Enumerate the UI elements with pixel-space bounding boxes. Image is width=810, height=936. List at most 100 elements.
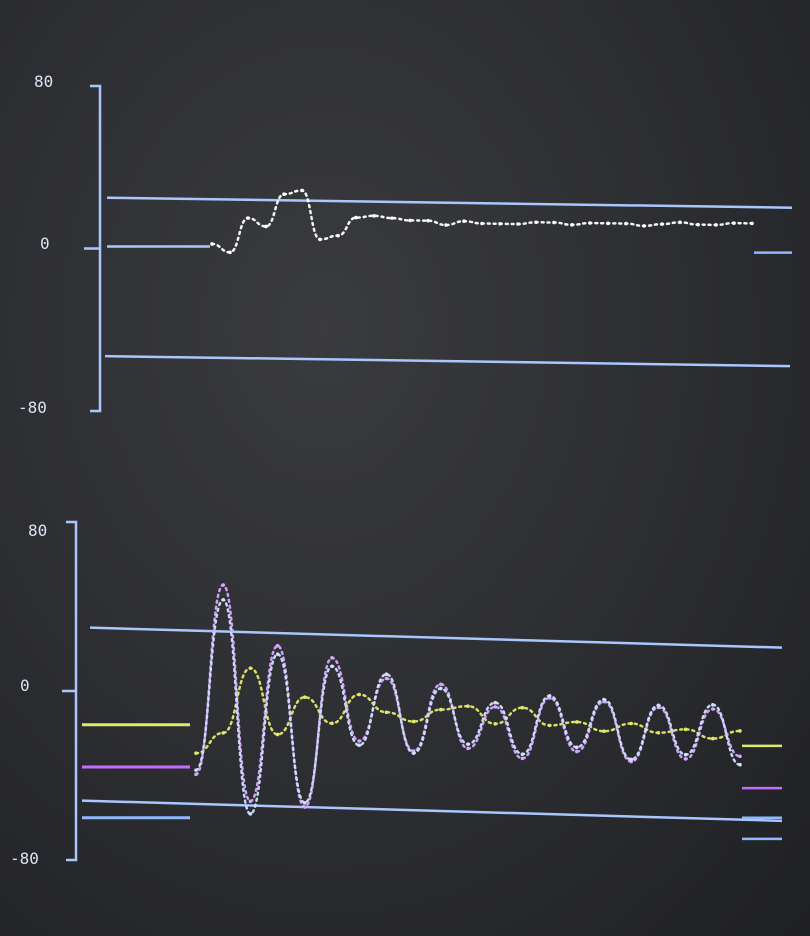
bottom-reference-line-2 [81, 799, 783, 823]
top-series-1-point [498, 221, 502, 226]
top-reference-line-2 [104, 354, 791, 368]
top-y-tick-80: 80 [34, 72, 53, 91]
bottom-series-1-point [439, 707, 443, 712]
top-series-1-point [480, 221, 484, 226]
bottom-series-3-point [711, 702, 715, 707]
bottom-series-3-point [411, 751, 416, 755]
bottom-series-2-point [493, 705, 498, 709]
bottom-series-1-point [683, 727, 688, 732]
top-series-1-point [228, 250, 232, 255]
top-series-1-point [516, 222, 520, 226]
top-series-1-point [606, 221, 610, 226]
bottom-series-3-point [466, 742, 470, 746]
bottom-series-2-trace [194, 583, 742, 809]
bottom-series-2-point [711, 707, 715, 711]
top-reference-line-1 [106, 196, 793, 209]
top-series-1-point [534, 220, 538, 225]
bottom-series-1-point [411, 719, 416, 724]
bottom-series-1-point [493, 722, 498, 726]
bottom-series-2-point [330, 656, 334, 660]
bottom-series-3-point [221, 597, 225, 602]
bottom-series-1-point [384, 710, 389, 715]
bottom-series-3-point [384, 672, 389, 677]
top-series-1-point [372, 214, 376, 218]
bottom-series-3-point [520, 752, 525, 756]
bottom-series-3-point [656, 703, 661, 708]
bottom-y-tick-minus-80: -80 [10, 849, 39, 868]
top-series-1-point [462, 219, 466, 224]
top-series-1-point [660, 222, 664, 226]
top-series-1-point [354, 215, 358, 220]
bottom-y-tick-80: 80 [28, 521, 47, 540]
bottom-series-3-point [738, 762, 742, 767]
bottom-series-1-point [275, 732, 280, 737]
bottom-series-3-point [629, 757, 633, 762]
bottom-reference-line-1 [89, 626, 783, 649]
bottom-series-2-point [683, 757, 688, 761]
bottom-series-2-point [357, 739, 362, 743]
bottom-series-1-point [303, 695, 307, 700]
top-y-tick-0: 0 [40, 234, 50, 253]
top-series-1-point [300, 188, 304, 193]
bottom-series-3-point [303, 801, 307, 805]
bottom-series-1-point [357, 692, 362, 697]
bottom-series-1-trace [194, 666, 742, 755]
bottom-series-1-point [656, 730, 661, 735]
bottom-series-3-point [439, 686, 443, 691]
bottom-plot-panel: 80 0 -80 [10, 520, 783, 868]
bottom-series-3-trace [194, 598, 742, 816]
bottom-series-2-point [575, 749, 579, 754]
top-series-1-point [714, 223, 718, 227]
bottom-series-3-point [547, 694, 552, 698]
top-series-1-point [588, 221, 592, 225]
bottom-series-3-point [357, 743, 362, 748]
bottom-series-3-point [248, 812, 253, 816]
top-y-tick-minus-80: -80 [18, 398, 47, 417]
bottom-series-3-point [194, 768, 198, 772]
top-series-1-point [246, 216, 250, 220]
bottom-series-3-point [575, 745, 579, 750]
bottom-series-1-point [711, 736, 715, 741]
bottom-series-1-point [738, 729, 742, 733]
bottom-series-2-point [194, 772, 198, 777]
top-series-1-point [318, 237, 322, 242]
top-series-1-point [696, 222, 700, 227]
top-series-1-point [426, 218, 430, 223]
bottom-series-3-point [683, 752, 688, 757]
bottom-series-1-point [547, 723, 552, 728]
bottom-series-1-point [520, 705, 525, 710]
top-series-1-point [282, 192, 286, 197]
top-series-1-point [390, 216, 394, 220]
bottom-y-tick-0: 0 [20, 676, 30, 695]
bottom-series-1-point [330, 721, 334, 726]
bottom-series-3-point [493, 700, 498, 705]
bottom-series-2-point [439, 682, 443, 687]
top-series-1-point [732, 221, 736, 225]
bottom-series-2-point [275, 643, 280, 648]
bottom-series-2-point [520, 756, 525, 761]
bottom-series-2-point [303, 805, 307, 809]
bottom-series-2-point [738, 754, 742, 759]
top-series-1-point [336, 233, 340, 238]
bottom-series-1-point [602, 729, 606, 734]
top-series-1-point [678, 220, 682, 225]
top-series-1-point [570, 223, 574, 227]
bottom-series-1-point [629, 721, 633, 726]
top-series-1-point [750, 221, 754, 226]
top-series-1-point [642, 224, 646, 228]
top-series-1-point [210, 242, 214, 246]
top-series-1-point [552, 220, 556, 225]
bottom-series-2-point [221, 583, 225, 587]
bottom-series-3-point [602, 697, 606, 702]
top-plot-panel: 80 0 -80 [18, 72, 793, 417]
bottom-series-3-point [275, 652, 280, 656]
top-series-1-point [624, 221, 628, 226]
top-series-1-point [444, 223, 448, 227]
top-series-1-point [264, 224, 268, 229]
bottom-series-2-point [248, 799, 253, 804]
bottom-series-1-point [575, 720, 579, 724]
bottom-series-2-point [384, 676, 389, 681]
bottom-series-2-point [466, 746, 470, 751]
bottom-series-1-point [248, 666, 253, 670]
